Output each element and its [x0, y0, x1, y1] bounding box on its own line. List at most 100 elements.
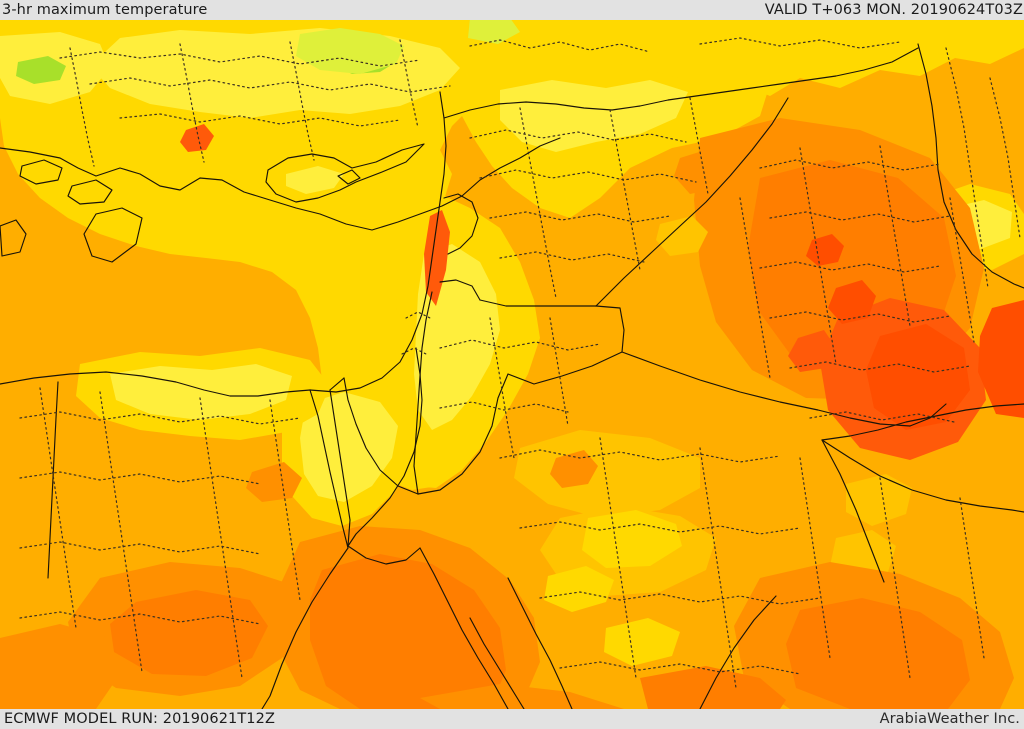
border-egypt-sinai	[329, 377, 345, 391]
contour-green-east	[296, 28, 404, 74]
border-syria-jordan	[479, 299, 597, 307]
border-israel-jordan	[413, 291, 433, 495]
contour-deep-orange-sudan	[0, 624, 120, 709]
admin-egypt-6	[199, 397, 243, 679]
coastline-persian-gulf	[821, 403, 1024, 441]
valid-time-label: VALID T+063 MON. 20190624T03Z	[764, 1, 1023, 18]
contour-red-edge-right	[978, 300, 1024, 418]
coastline-aegean-islands	[19, 159, 63, 185]
admin-iran-2	[989, 77, 1021, 239]
contour-red-spot-2	[828, 280, 876, 324]
admin-syria-1	[469, 129, 687, 143]
admin-syria-2	[479, 169, 697, 183]
coastline-levant	[309, 91, 447, 393]
admin-jordan-4	[549, 317, 569, 427]
coastline-island-4	[0, 219, 27, 257]
admin-egypt-8	[39, 387, 77, 629]
coastline-cyprus-tail	[337, 169, 361, 185]
border-jordan-saudi	[417, 351, 623, 495]
contour-deep-orange-arabia-south	[420, 684, 624, 709]
admin-iraq-3	[759, 261, 941, 273]
border-israel-egypt	[343, 377, 419, 495]
contour-green-west-patch	[16, 56, 66, 84]
admin-iraq-5	[789, 361, 971, 373]
admin-iraq-6	[809, 411, 955, 423]
contour-red-iraq-core	[866, 324, 970, 430]
contour-orange-pocket-2	[550, 450, 598, 488]
admin-saudi-7	[799, 457, 831, 659]
admin-jordan-3	[489, 317, 515, 459]
border-syria-iraq	[595, 97, 789, 307]
admin-iraq-8	[879, 145, 911, 327]
coastline-redsea-east	[419, 547, 509, 709]
admin-iraq-2	[769, 211, 951, 223]
contour-light-yellow-sinai	[300, 392, 398, 502]
contour-deep-orange-pocket-4	[674, 148, 730, 194]
coastline-egypt-med	[0, 371, 311, 397]
admin-syria-6	[609, 109, 641, 271]
admin-turkey-9	[699, 37, 901, 49]
contour-burnt-orange-sw	[640, 666, 786, 709]
contour-light-yellow-syria-core	[500, 80, 688, 152]
contour-yellow-saudi-patch2	[544, 566, 614, 612]
admin-iraq-7	[799, 147, 837, 365]
admin-boundary-layer	[19, 37, 1021, 689]
admin-saudi-5	[599, 437, 637, 679]
admin-jordan-1	[439, 339, 601, 351]
admin-saudi-3	[539, 591, 821, 605]
admin-israel-2	[401, 347, 427, 355]
admin-egypt-5	[99, 391, 143, 673]
coastline-gulf-south	[821, 439, 1024, 513]
admin-turkey-7	[399, 39, 419, 129]
temperature-contour-map[interactable]	[0, 18, 1024, 709]
coastline-suez-canal	[329, 389, 351, 547]
coastline-redsea-west	[261, 547, 349, 709]
border-lebanon-syria	[443, 193, 479, 255]
admin-syria-7	[689, 97, 709, 195]
admin-turkey-4	[69, 47, 95, 167]
contour-red-dead-sea	[424, 210, 450, 306]
border-saudi-south	[699, 595, 777, 709]
coastline-island-3	[83, 207, 143, 263]
contour-amber-arabia	[514, 430, 700, 518]
coastline-sinai-south	[347, 545, 421, 565]
border-saudi-east	[821, 439, 885, 583]
coastline-arabia-redsea	[507, 577, 573, 709]
admin-saudi-4	[559, 661, 801, 675]
coastline-aqaba	[347, 347, 423, 547]
admin-egypt-4	[19, 611, 261, 625]
contour-yellow-anatolia	[0, 18, 1024, 490]
admin-turkey-5	[179, 43, 205, 163]
admin-turkey-1	[59, 51, 421, 67]
admin-turkey-2	[89, 77, 451, 93]
admin-saudi-9	[959, 497, 985, 659]
admin-egypt-7	[269, 399, 301, 601]
page-title: 3-hr maximum temperature	[2, 1, 208, 18]
admin-egypt-1	[19, 411, 301, 425]
admin-turkey-6	[289, 41, 315, 161]
border-saudi-iraq	[621, 351, 911, 427]
admin-turkey-8	[469, 39, 651, 53]
admin-iraq-4	[769, 311, 951, 323]
admin-iraq-1	[759, 159, 941, 171]
contour-yellow-saudi-patch3	[604, 618, 680, 666]
bottom-info-bar: ECMWF MODEL RUN: 20190621T12Z ArabiaWeat…	[0, 709, 1024, 729]
contour-light-yellow-cyprus	[286, 166, 344, 194]
admin-egypt-3	[19, 541, 261, 555]
coastline-sinai-west	[309, 389, 349, 549]
coastline-shatt	[917, 43, 1024, 289]
admin-saudi-2	[519, 521, 801, 535]
map-canvas	[0, 18, 1024, 709]
contour-orange-pocket-1	[246, 462, 302, 502]
coastline-layer	[0, 43, 1024, 709]
border-kuwait	[909, 403, 947, 427]
contour-red-turkish-coast	[180, 124, 214, 152]
contour-yellow-saudi-patch	[582, 510, 682, 568]
contour-green-north	[468, 18, 520, 44]
contour-amber-pocket-3	[656, 216, 708, 256]
coastline-arabia-2	[469, 617, 525, 709]
admin-syria-3	[489, 211, 671, 223]
border-turkey-syria	[443, 47, 919, 119]
border-israel-lebanon	[439, 279, 481, 301]
